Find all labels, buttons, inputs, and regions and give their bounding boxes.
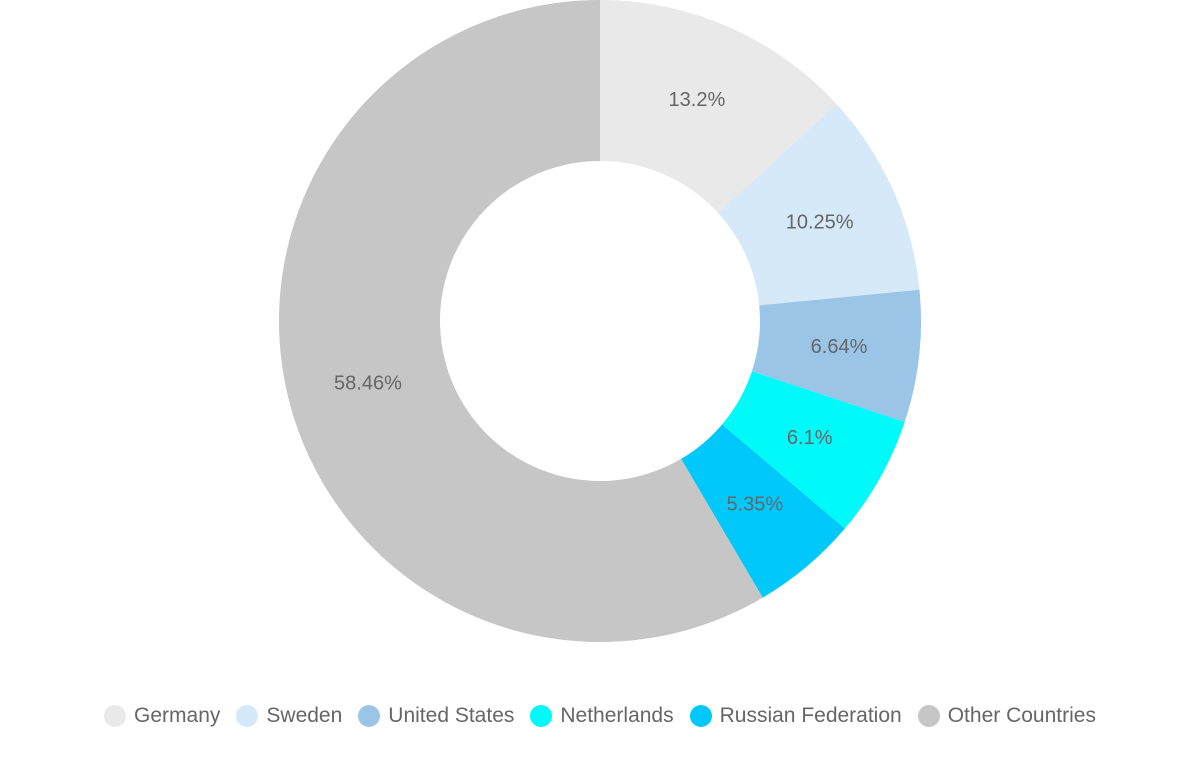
legend-item-other-countries[interactable]: Other Countries [917,704,1096,728]
legend-item-united-states[interactable]: United States [358,704,514,728]
legend-swatch-russian-federation [689,705,712,727]
slice-other-countries[interactable] [278,0,763,643]
legend-item-russian-federation[interactable]: Russian Federation [689,704,902,728]
slice-label-other-countries: 58.46% [334,372,402,394]
legend-swatch-germany [104,705,127,727]
donut-chart: 13.2% 10.25% 6.64% 6.1% 5.35% 58.46% [278,0,921,643]
donut-slices [278,0,921,643]
slice-netherlands[interactable] [722,371,905,529]
legend-label-netherlands: Netherlands [560,704,674,727]
slice-united-states[interactable] [751,289,921,422]
slice-sweden[interactable] [718,104,920,306]
legend-label-other-countries: Other Countries [947,704,1096,727]
slice-germany[interactable] [600,0,837,213]
legend-item-germany[interactable]: Germany [104,704,220,728]
legend-swatch-netherlands [530,705,553,727]
slice-label-united-states: 6.64% [811,336,868,358]
slice-russian-federation[interactable] [681,424,845,598]
legend-swatch-sweden [236,705,259,727]
legend-label-sweden: Sweden [266,704,343,727]
slice-label-russian-federation: 5.35% [727,493,784,515]
donut-slice-labels: 13.2% 10.25% 6.64% 6.1% 5.35% 58.46% [334,89,868,515]
legend-label-united-states: United States [388,704,515,727]
legend-item-netherlands[interactable]: Netherlands [530,704,674,728]
slice-label-netherlands: 6.1% [787,427,833,449]
slice-label-germany: 13.2% [669,89,726,111]
legend-label-russian-federation: Russian Federation [719,704,902,727]
legend-item-sweden[interactable]: Sweden [236,704,342,728]
slice-label-sweden: 10.25% [786,211,854,233]
legend-swatch-other-countries [917,705,940,727]
legend-label-germany: Germany [134,704,221,727]
chart-legend: Germany Sweden United States Netherlands… [0,704,1200,728]
legend-swatch-united-states [358,705,381,727]
